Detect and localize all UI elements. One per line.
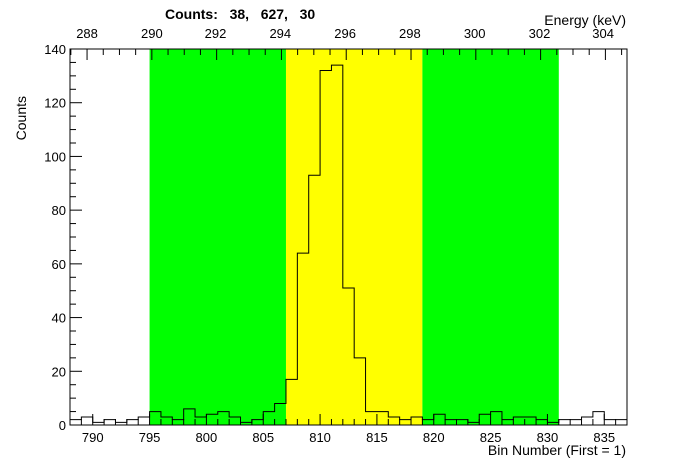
energy-tick-label: 292 <box>205 26 227 41</box>
y-tick-label: 20 <box>52 364 66 379</box>
y-tick-label: 60 <box>52 257 66 272</box>
y-tick-label: 80 <box>52 203 66 218</box>
energy-tick-label: 298 <box>399 26 421 41</box>
x-tick-label: 820 <box>423 430 445 445</box>
x-tick-label: 830 <box>537 430 559 445</box>
region-highlights <box>149 49 559 425</box>
x-tick-label: 790 <box>82 430 104 445</box>
histogram-series <box>70 64 627 423</box>
y-tick-label: 0 <box>59 418 66 433</box>
y-tick-label: 120 <box>44 96 66 111</box>
x-axis-title: Bin Number (First = 1) <box>488 442 626 458</box>
x-tick-label: 825 <box>480 430 502 445</box>
energy-tick-label: 288 <box>76 26 98 41</box>
counts-summary-values: 38, 627, 30 <box>229 6 316 22</box>
region-peak <box>285 49 423 425</box>
region-left-background <box>149 49 286 425</box>
energy-tick-label: 294 <box>269 26 291 41</box>
y-tick-label: 140 <box>44 42 66 57</box>
x-tick-label: 795 <box>139 430 161 445</box>
y-tick-label: 100 <box>44 149 66 164</box>
bottom-axis: 790 795 800 805 810 815 820 825 830 835 <box>69 414 628 445</box>
y-tick-label: 40 <box>52 311 66 326</box>
top-energy-axis: 288 290 292 294 296 298 300 302 304 <box>70 26 623 60</box>
energy-tick-label: 296 <box>334 26 356 41</box>
energy-tick-label: 300 <box>464 26 486 41</box>
energy-tick-label: 290 <box>141 26 163 41</box>
left-axis: 0 20 40 60 80 100 120 140 <box>44 42 82 433</box>
x-tick-label: 835 <box>593 430 615 445</box>
x-tick-label: 805 <box>252 430 274 445</box>
energy-tick-label: 304 <box>592 26 614 41</box>
energy-tick-label: 302 <box>529 26 551 41</box>
x-tick-label: 800 <box>196 430 218 445</box>
top-axis-title: Energy (keV) <box>544 12 626 28</box>
counts-summary-label: Counts: <box>165 6 218 22</box>
y-axis-title: Counts <box>13 96 29 140</box>
x-tick-label: 815 <box>366 430 388 445</box>
region-right-background <box>422 49 559 425</box>
counts-summary: Counts: 38, 627, 30 <box>165 6 315 22</box>
x-tick-label: 810 <box>309 430 331 445</box>
